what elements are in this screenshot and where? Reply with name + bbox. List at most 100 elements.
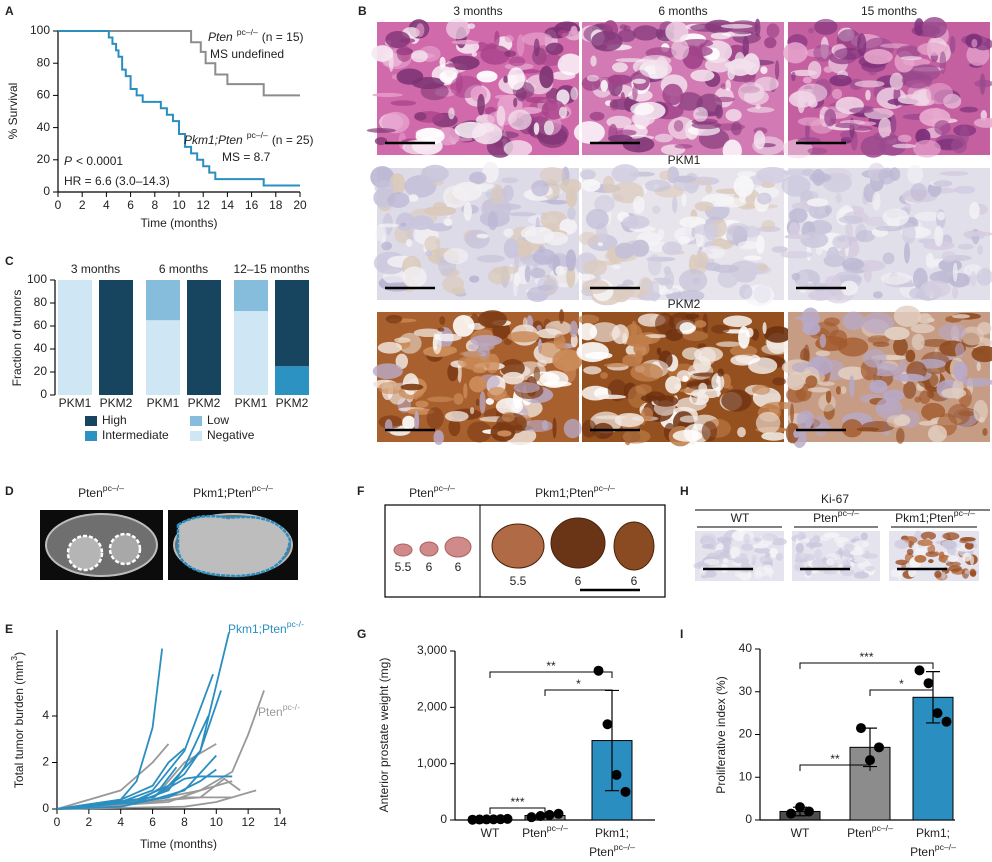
tissue-texture: [570, 25, 578, 36]
tissue-texture: [437, 327, 445, 332]
x-tick-label: 14: [221, 198, 235, 212]
data-point: [488, 814, 499, 825]
panel-letter: G: [357, 627, 366, 641]
tissue-texture: [917, 42, 948, 56]
y-tick-label: 0: [43, 184, 50, 198]
tissue-texture: [754, 18, 761, 37]
tissue-texture: [758, 264, 768, 271]
tissue-texture: [504, 50, 517, 58]
bar-segment: [234, 311, 268, 395]
tissue-texture: [396, 45, 412, 62]
tissue-texture: [559, 218, 578, 235]
x-tick-label-part: pc–/–: [935, 842, 956, 852]
tissue-texture: [722, 544, 730, 553]
tissue-texture: [607, 74, 633, 85]
tissue-texture: [853, 571, 869, 579]
prostate-photo: [393, 543, 413, 557]
significance-bracket: [544, 689, 613, 696]
x-tick-label: 18: [269, 198, 283, 212]
tissue-texture: [471, 51, 478, 57]
tissue-texture: [781, 175, 811, 197]
image-label-part: pc–/–: [434, 483, 455, 493]
tissue-texture: [972, 543, 978, 549]
p-value-part: P: [64, 154, 72, 168]
tissue-texture: [452, 314, 475, 337]
tissue-texture: [525, 96, 552, 104]
tissue-texture: [952, 314, 971, 319]
tissue-texture: [795, 542, 804, 554]
tumor-line: [56, 754, 217, 810]
tissue-texture: [580, 179, 601, 192]
x-tick-label: PKM2: [100, 396, 133, 410]
tissue-texture: [861, 553, 879, 559]
tissue-texture: [538, 53, 563, 66]
tissue-texture: [538, 245, 546, 254]
group-label: 3 months: [71, 262, 120, 276]
tissue-texture: [485, 353, 500, 374]
tissue-texture: [977, 244, 984, 255]
micrograph: [791, 531, 880, 581]
tissue-texture: [811, 168, 825, 186]
tissue-texture: [973, 117, 992, 128]
panel-letter: I: [680, 627, 683, 641]
bar-segment: [146, 320, 180, 395]
tissue-texture: [600, 80, 608, 92]
tissue-texture: [577, 314, 600, 325]
x-tick-label: 20: [293, 198, 307, 212]
x-tick-label: 12: [241, 815, 255, 829]
weight-label: 6: [426, 560, 433, 574]
tissue-texture: [413, 390, 418, 400]
tissue-texture: [813, 44, 834, 62]
y-axis-label-part: ): [12, 652, 26, 656]
y-axis-label-part: Total tumor burden (mm: [12, 661, 26, 788]
y-axis-label: % Survival: [6, 83, 20, 140]
tissue-texture: [487, 211, 498, 231]
y-tick-label: 2: [42, 755, 49, 769]
tissue-texture: [730, 121, 742, 136]
tissue-texture: [405, 238, 413, 247]
tissue-texture: [537, 274, 559, 296]
tissue-texture: [396, 68, 424, 85]
series-summary: MS = 8.7: [222, 150, 271, 164]
y-tick-label: 30: [739, 684, 753, 698]
tissue-texture: [957, 243, 974, 250]
tissue-texture: [635, 137, 641, 153]
tissue-texture: [632, 196, 645, 214]
tissue-texture: [747, 571, 752, 578]
tissue-texture: [825, 553, 841, 561]
tissue-texture: [854, 546, 863, 552]
x-tick-label: Ptenpc–/–: [910, 842, 956, 859]
x-tick-label-part: Pten: [910, 845, 935, 859]
tissue-texture: [737, 426, 746, 438]
tissue-texture: [804, 553, 815, 561]
tissue-texture: [753, 130, 766, 150]
tissue-texture: [878, 167, 896, 185]
tissue-texture: [890, 114, 897, 134]
tissue-texture: [655, 56, 669, 79]
y-tick-label: 3,000: [417, 643, 447, 657]
tissue-texture: [741, 562, 751, 569]
tissue-texture: [426, 396, 454, 403]
tissue-texture: [705, 184, 713, 194]
tissue-texture: [504, 35, 514, 43]
significance-bracket: [869, 689, 934, 696]
tissue-texture: [695, 232, 704, 248]
significance-bracket: [489, 807, 546, 814]
image-label-part: pc–/–: [838, 508, 859, 518]
y-axis-label: Total tumor burden (mm3): [9, 652, 26, 788]
tissue-texture: [733, 175, 754, 197]
tissue-texture: [738, 185, 747, 203]
tissue-texture: [926, 82, 954, 105]
tissue-texture: [761, 220, 776, 231]
tissue-texture: [756, 192, 772, 205]
tissue-texture: [793, 429, 800, 439]
tissue-texture: [414, 411, 420, 431]
series-label-part: (n = 25): [272, 133, 314, 147]
tissue-texture: [400, 222, 407, 227]
image-label-part: pc–/–: [954, 508, 975, 518]
tissue-texture: [543, 120, 554, 136]
tissue-texture: [420, 82, 449, 101]
tissue-texture: [620, 91, 625, 103]
tissue-texture: [926, 317, 935, 323]
